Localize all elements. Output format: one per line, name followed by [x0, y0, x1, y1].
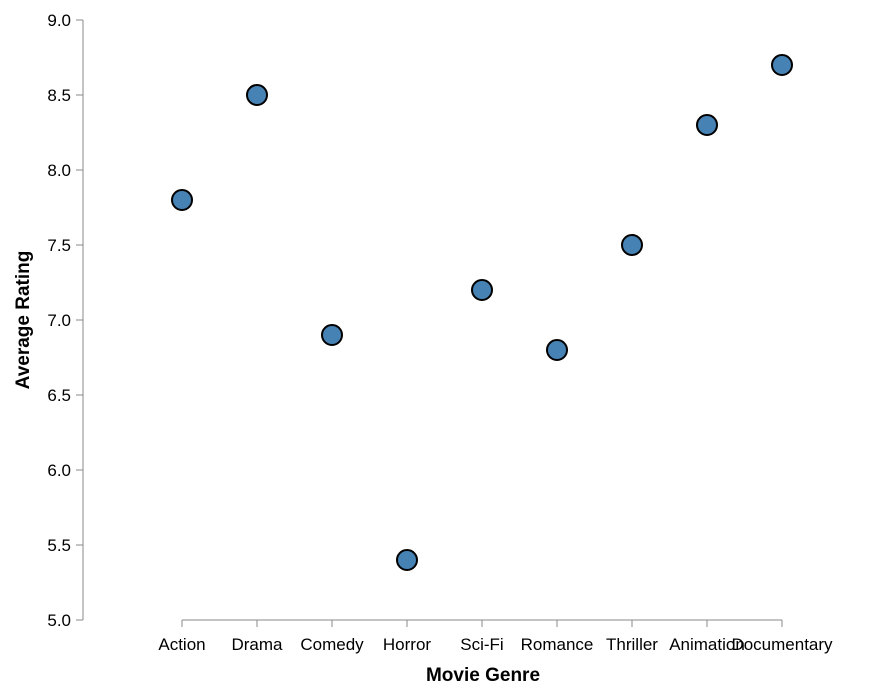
x-tick-label: Romance	[521, 635, 594, 654]
x-tick-label: Animation	[669, 635, 745, 654]
x-tick-label: Sci-Fi	[460, 635, 503, 654]
x-axis: Action Drama Comedy Horror Sci-Fi Romance Thri…	[158, 619, 833, 654]
y-tick-label: 6.5	[47, 386, 71, 405]
data-point	[246, 84, 268, 106]
y-tick-label: 6.0	[47, 461, 71, 480]
x-ticks: Action Drama Comedy Horror Sci-Fi Romance Thri…	[158, 619, 833, 654]
data-point	[621, 234, 643, 256]
y-axis: 5.0 5.5 6.0 6.5 7.0 7.5 8.0 8.5 9.0	[47, 11, 84, 630]
y-tick-label: 8.0	[47, 161, 71, 180]
x-axis-title: Movie Genre	[426, 665, 540, 686]
x-tick-label: Comedy	[300, 635, 364, 654]
y-tick-label: 8.5	[47, 86, 71, 105]
y-tick-label: 7.0	[47, 311, 71, 330]
y-tick-label: 5.0	[47, 611, 71, 630]
data-point	[696, 114, 718, 136]
data-point	[471, 279, 493, 301]
x-tick-label: Documentary	[731, 635, 833, 654]
x-tick-label: Thriller	[606, 635, 658, 654]
x-tick-label: Action	[158, 635, 205, 654]
data-point	[171, 189, 193, 211]
x-tick-label: Drama	[231, 635, 283, 654]
y-tick-label: 9.0	[47, 11, 71, 30]
y-tick-label: 7.5	[47, 236, 71, 255]
y-axis-title: Average Rating	[13, 251, 34, 390]
data-point	[546, 339, 568, 361]
data-points	[171, 54, 793, 571]
x-tick-label: Horror	[383, 635, 432, 654]
data-point	[321, 324, 343, 346]
data-point	[396, 549, 418, 571]
data-point	[771, 54, 793, 76]
y-ticks: 5.0 5.5 6.0 6.5 7.0 7.5 8.0 8.5 9.0	[47, 11, 83, 630]
y-tick-label: 5.5	[47, 536, 71, 555]
